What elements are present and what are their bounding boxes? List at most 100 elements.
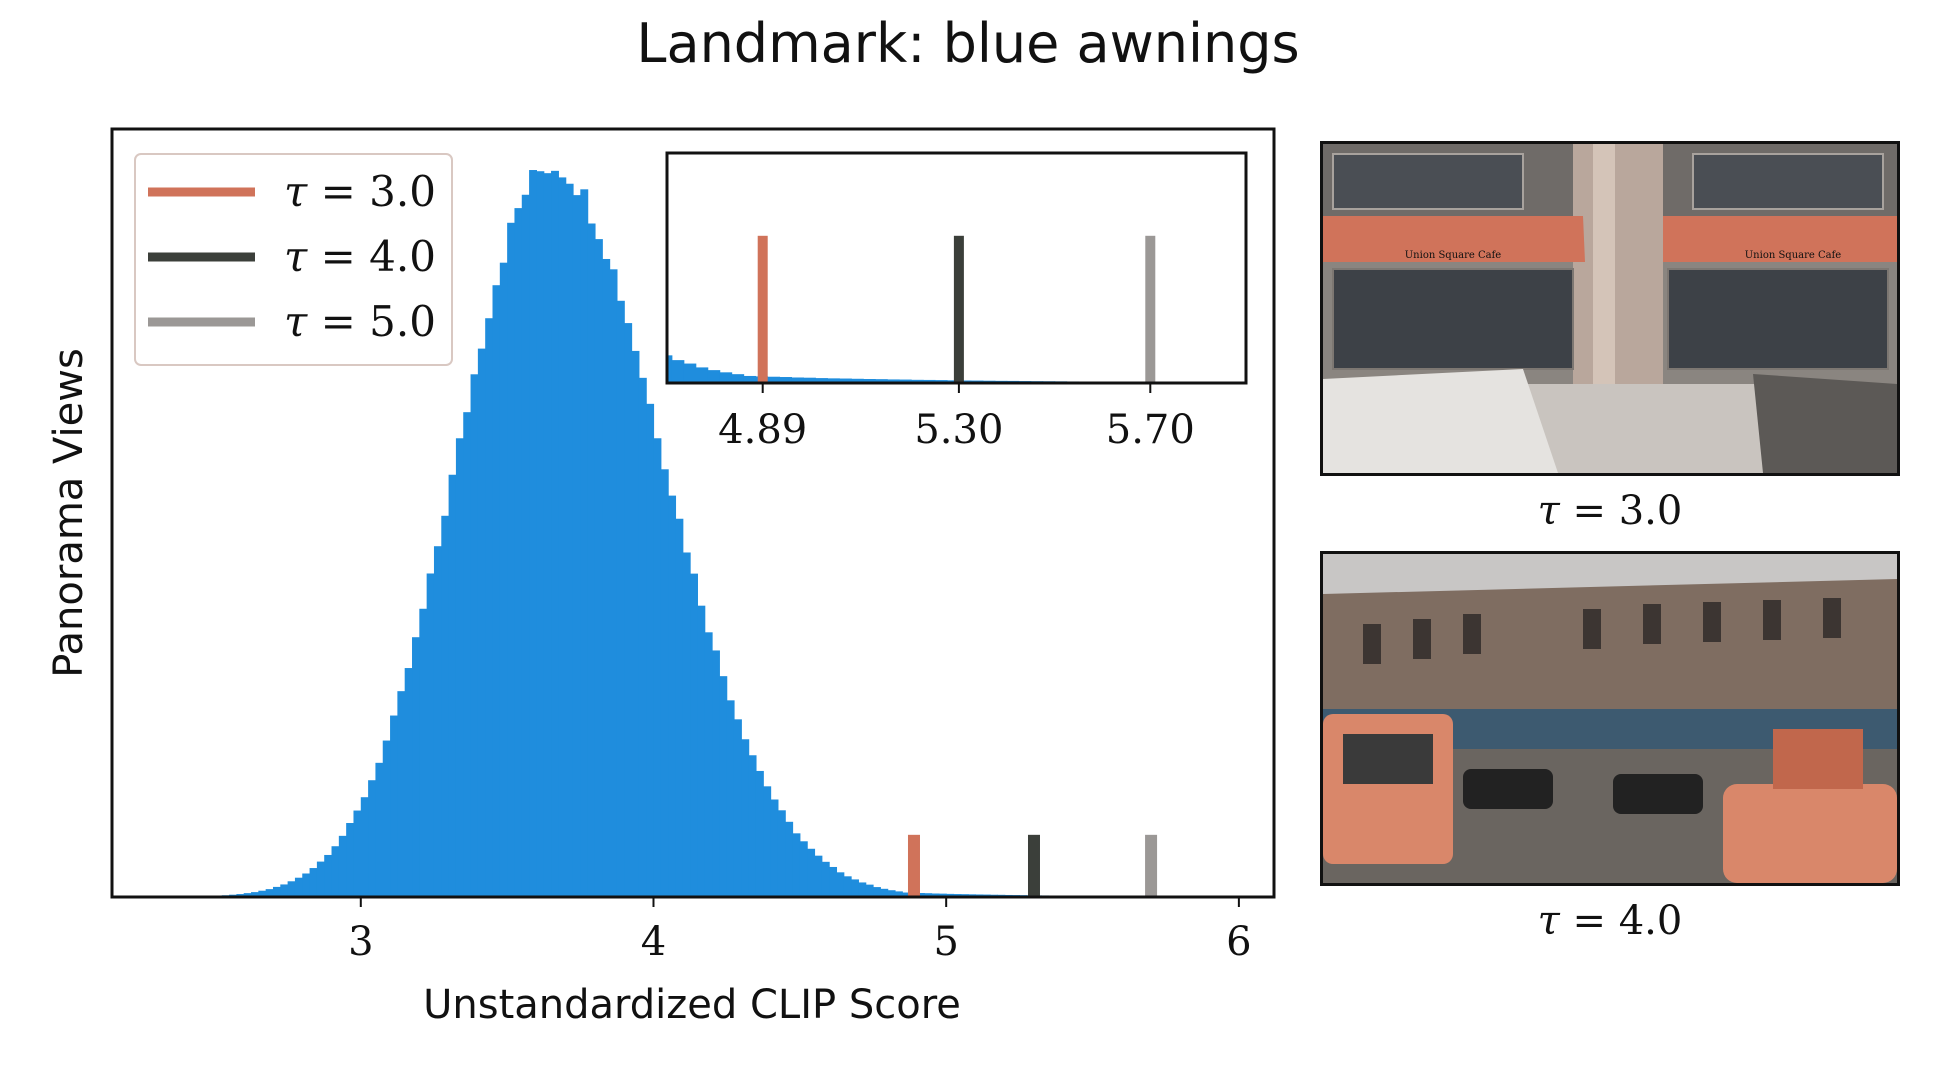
histogram-bar: [499, 262, 508, 897]
histogram-bar: [653, 438, 662, 897]
histogram-bar: [368, 780, 377, 897]
histogram-bar: [704, 632, 713, 897]
y-axis-label: Panorama Views: [46, 348, 92, 678]
histogram-bar: [375, 762, 384, 897]
histogram-bar: [302, 873, 311, 897]
histogram-bar: [946, 893, 955, 897]
histogram-bar: [858, 882, 867, 897]
inset-histogram-bar: [719, 372, 733, 383]
histogram-bar: [543, 173, 552, 898]
inset-histogram-bar: [767, 376, 781, 383]
legend-label: τ = 3.0: [284, 167, 436, 216]
inset-histogram-bar: [899, 379, 912, 383]
histogram-bar: [309, 868, 318, 897]
street-corner-image: [1323, 554, 1897, 883]
histogram-bar: [807, 848, 816, 897]
photo-2-caption: τ = 4.0: [1537, 898, 1683, 944]
x-tick-label: 3: [348, 919, 373, 965]
inset-threshold-marker: [1145, 235, 1156, 383]
histogram-bar: [777, 810, 786, 897]
x-tick-label: 4: [641, 919, 666, 965]
inset-histogram-bar: [743, 375, 757, 383]
histogram-bar: [514, 208, 523, 898]
histogram-bar: [521, 194, 530, 898]
histogram-bar: [690, 573, 698, 897]
histogram-bar: [726, 700, 735, 897]
histogram-bar: [631, 350, 640, 898]
histogram-bar: [587, 223, 596, 898]
histogram-bar: [821, 861, 830, 897]
histogram-bar: [638, 377, 647, 898]
histogram-bar: [470, 374, 479, 898]
chart-title: Landmark: blue awnings: [636, 12, 1299, 75]
histogram-bar: [551, 170, 559, 897]
histogram-bar: [682, 552, 691, 897]
inset-threshold-markers: [757, 235, 1156, 383]
plot-frame: [110, 127, 1276, 899]
x-tick-label: 5: [933, 919, 958, 965]
x-axis-ticks: 3 4 5 6: [348, 897, 1252, 965]
histogram-bar: [763, 786, 772, 897]
legend-label: τ = 4.0: [284, 232, 436, 281]
histogram-bar: [463, 412, 472, 897]
histogram-bar: [382, 740, 391, 897]
histogram-bar: [492, 285, 501, 898]
inset-chart: 4.89 5.30 5.70: [665, 151, 1248, 453]
inset-frame: [665, 151, 1248, 385]
histogram-bar: [931, 893, 940, 897]
histogram-bar: [719, 676, 728, 897]
histogram-bar: [324, 854, 333, 897]
histogram-bar: [265, 889, 274, 897]
inset-histogram-bar: [671, 360, 685, 383]
histogram-bar: [280, 884, 289, 897]
histogram-bar: [477, 348, 486, 897]
histogram-bar: [433, 546, 442, 897]
inset-histogram-bar: [803, 377, 816, 383]
histogram-bar: [448, 474, 457, 897]
inset-histogram-bar: [827, 378, 840, 383]
histogram-bar: [565, 183, 574, 897]
storefront-image: Union Square Cafe Union Square Cafe: [1323, 144, 1897, 473]
histogram-bar: [287, 881, 296, 897]
histogram-bar: [873, 887, 881, 897]
photo-1-caption: τ = 3.0: [1537, 488, 1683, 534]
histogram-bar: [397, 691, 406, 897]
inset-histogram-bar: [839, 378, 852, 383]
histogram-bar: [712, 650, 720, 897]
inset-histogram-bar: [875, 379, 888, 383]
threshold-markers: [907, 834, 1158, 897]
histogram-bar: [536, 171, 545, 897]
histogram-bar: [616, 300, 625, 897]
threshold-marker: [1027, 834, 1040, 897]
histogram-bar: [755, 770, 764, 897]
inset-histogram-bar: [887, 379, 900, 383]
histogram-bar: [529, 170, 538, 897]
histogram-bar: [829, 866, 838, 897]
histogram-bar: [507, 222, 516, 897]
histogram-bar: [675, 518, 684, 897]
histogram-bar: [865, 884, 874, 897]
x-axis-label: Unstandardized CLIP Score: [423, 982, 961, 1028]
inset-threshold-marker: [757, 235, 768, 383]
inset-histogram-bar: [815, 378, 828, 383]
legend: τ = 3.0 τ = 4.0 τ = 5.0: [134, 153, 453, 366]
threshold-marker: [907, 834, 920, 897]
histogram-bar: [624, 323, 633, 897]
histogram-bar: [316, 861, 325, 897]
awning-sign-1: Union Square Cafe: [1405, 250, 1502, 261]
histogram-bar: [404, 668, 413, 897]
inset-x-tick-label: 5.30: [914, 407, 1003, 453]
awning-sign-2: Union Square Cafe: [1745, 250, 1842, 261]
histogram-bar: [331, 846, 340, 897]
histogram-bar: [924, 893, 933, 897]
histogram-bar: [338, 835, 347, 897]
histogram-bar: [360, 797, 369, 897]
histogram-bar: [580, 189, 589, 898]
inset-histogram-bar: [791, 377, 804, 383]
photo-1-tau-value: 3.0: [1618, 488, 1683, 534]
histogram-bar: [419, 608, 428, 897]
inset-x-axis-ticks: 4.89 5.30 5.70: [718, 383, 1195, 453]
histogram-bar: [441, 515, 450, 897]
inset-x-tick-label: 4.89: [718, 407, 807, 453]
